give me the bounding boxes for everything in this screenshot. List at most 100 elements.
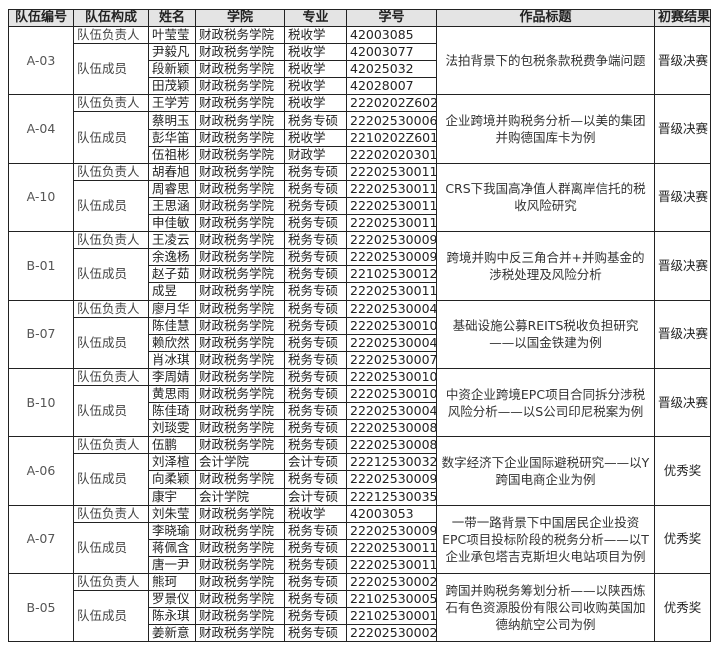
member-student-id: 222125300351 [346,487,437,506]
member-student-id: 42025032 [346,60,437,79]
member-major: 税务专硕 [284,402,347,421]
member-student-id: 2210202Z6019 [346,128,437,147]
team-id: B-01 [8,231,74,301]
member-college: 财政税务学院 [195,624,285,643]
table-row: 伍祖彬 财政税务学院 财政学 222020203017 [9,145,711,164]
team-id: A-06 [8,436,74,506]
member-major: 税务专硕 [284,607,347,626]
member-college: 财政税务学院 [195,94,285,113]
member-student-id: 222025300098 [346,521,437,540]
table-row: A-06 队伍负责人 伍鹏 财政税务学院 税务专硕 222025300089 数字经济下企业… [8,436,711,506]
member-student-id: 221025300055 [346,590,437,609]
competition-results-table: 队伍编号 队伍构成 姓名 学院 专业 学号 作品标题 初赛结果 A-03 队伍负责… [8,9,711,643]
header-team-role: 队伍构成 [73,9,149,27]
member-student-id: 42003053 [346,504,437,523]
member-major: 税务专硕 [284,367,347,386]
table-row: A-07 队伍负责人 刘朱莹 财政税务学院 税收学 42003053 一带一路背景下中国居民… [8,504,711,575]
role-member: 队伍成员 [73,111,149,164]
member-college: 财政税务学院 [195,179,285,198]
member-name: 向柔颖 [148,470,196,489]
role-member: 队伍成员 [73,43,149,96]
member-name: 李周婧 [148,367,196,386]
work-title: 基础设施公募REITS税收负担研究——以国金铁建为例 [436,299,655,369]
member-name: 刘朱莹 [148,504,196,523]
member-student-id: 222025300097 [346,248,437,267]
table-row: 向柔颖 财政税务学院 税务专硕 222025300096 [9,470,711,489]
role-leader: 队伍负责人 [73,299,149,318]
work-title: 数字经济下企业国际避税研究——以Y跨国电商企业为例 [436,436,655,506]
member-name: 罗景仪 [148,590,196,609]
member-major: 税收学 [284,43,347,62]
member-major: 税务专硕 [284,470,347,489]
member-college: 会计学院 [195,453,285,472]
member-college: 财政税务学院 [195,248,285,267]
role-leader: 队伍负责人 [73,572,149,592]
member-major: 税务专硕 [284,282,347,301]
member-major: 税务专硕 [284,572,347,592]
member-student-id: 222025300113 [346,196,437,216]
member-student-id: 222025300106 [346,384,437,404]
member-major: 税收学 [284,504,347,523]
member-name: 王思涵 [148,196,196,216]
header-team-id: 队伍编号 [8,9,74,27]
member-college: 财政税务学院 [195,128,285,147]
table-row: A-10 队伍负责人 胡春旭 财政税务学院 税务专硕 222025300112 CRS下我国… [8,162,711,233]
preliminary-result: 优秀奖 [654,436,711,506]
member-college: 财政税务学院 [195,538,285,557]
member-name: 陈佳慧 [148,316,196,335]
member-college: 财政税务学院 [195,282,285,301]
table-row: 赵子茹 财政税务学院 税务专硕 221025300123 [9,265,711,284]
member-college: 财政税务学院 [195,77,285,96]
table-row: 队伍成员 尹毅凡 财政税务学院 税收学 42003077 [9,43,711,96]
member-major: 税务专硕 [284,333,347,352]
member-name: 肖冰琪 [148,350,196,369]
work-title: 企业跨境并购税务分析—以美的集团并购德国库卡为例 [436,94,655,164]
member-college: 财政税务学院 [195,555,285,575]
member-college: 财政税务学院 [195,590,285,609]
member-name: 叶莹莹 [148,25,196,45]
role-member: 队伍成员 [73,521,149,575]
table-row: 陈佳琦 财政税务学院 税务专硕 222025300040 [9,402,711,421]
member-name: 姜新意 [148,624,196,643]
member-major: 税务专硕 [284,162,347,181]
role-leader: 队伍负责人 [73,436,149,455]
member-college: 财政税务学院 [195,162,285,181]
member-major: 税务专硕 [284,436,347,455]
member-college: 财政税务学院 [195,504,285,523]
table-body: A-03 队伍负责人 叶莹莹 财政税务学院 税收学 42003085 法拍背景下的包税条款税… [8,25,711,643]
table-row: 刘琰雯 财政税务学院 税务专硕 222025300085 [9,419,711,438]
member-student-id: 2220202Z6021 [346,94,437,113]
member-college: 财政税务学院 [195,316,285,335]
member-college: 财政税务学院 [195,402,285,421]
member-student-id: 222025300107 [346,367,437,386]
member-student-id: 222025300112 [346,162,437,181]
member-major: 税务专硕 [284,265,347,284]
team-id: A-04 [8,94,74,164]
member-student-id: 222025300099 [346,231,437,250]
table-row: 队伍成员 蔡明玉 财政税务学院 税务专硕 222025300069 [9,111,711,164]
member-college: 会计学院 [195,487,285,506]
table-row: 陈永琪 财政税务学院 税务专硕 221025300016 [9,607,711,626]
member-name: 成昱 [148,282,196,301]
member-major: 税务专硕 [284,384,347,404]
table-row: 肖冰琪 财政税务学院 税务专硕 222025300073 [9,350,711,369]
member-major: 税务专硕 [284,196,347,216]
header-result: 初赛结果 [654,9,711,27]
member-name: 陈佳琦 [148,402,196,421]
member-student-id: 221025300016 [346,607,437,626]
member-student-id: 222025300111 [346,214,437,233]
team-id: A-07 [8,504,74,575]
member-college: 财政税务学院 [195,367,285,386]
member-name: 王凌云 [148,231,196,250]
member-name: 蔡明玉 [148,111,196,130]
member-student-id: 222025300022 [346,624,437,643]
member-name: 唐一尹 [148,555,196,575]
member-name: 段新颖 [148,60,196,79]
team-id: B-05 [8,572,74,643]
member-name: 廖月华 [148,299,196,318]
table-row: B-01 队伍负责人 王凌云 财政税务学院 税务专硕 222025300099 跨境并购中反… [8,231,711,301]
role-member: 队伍成员 [73,179,149,233]
member-student-id: 222025300044 [346,333,437,352]
role-member: 队伍成员 [73,316,149,369]
member-college: 财政税务学院 [195,25,285,45]
